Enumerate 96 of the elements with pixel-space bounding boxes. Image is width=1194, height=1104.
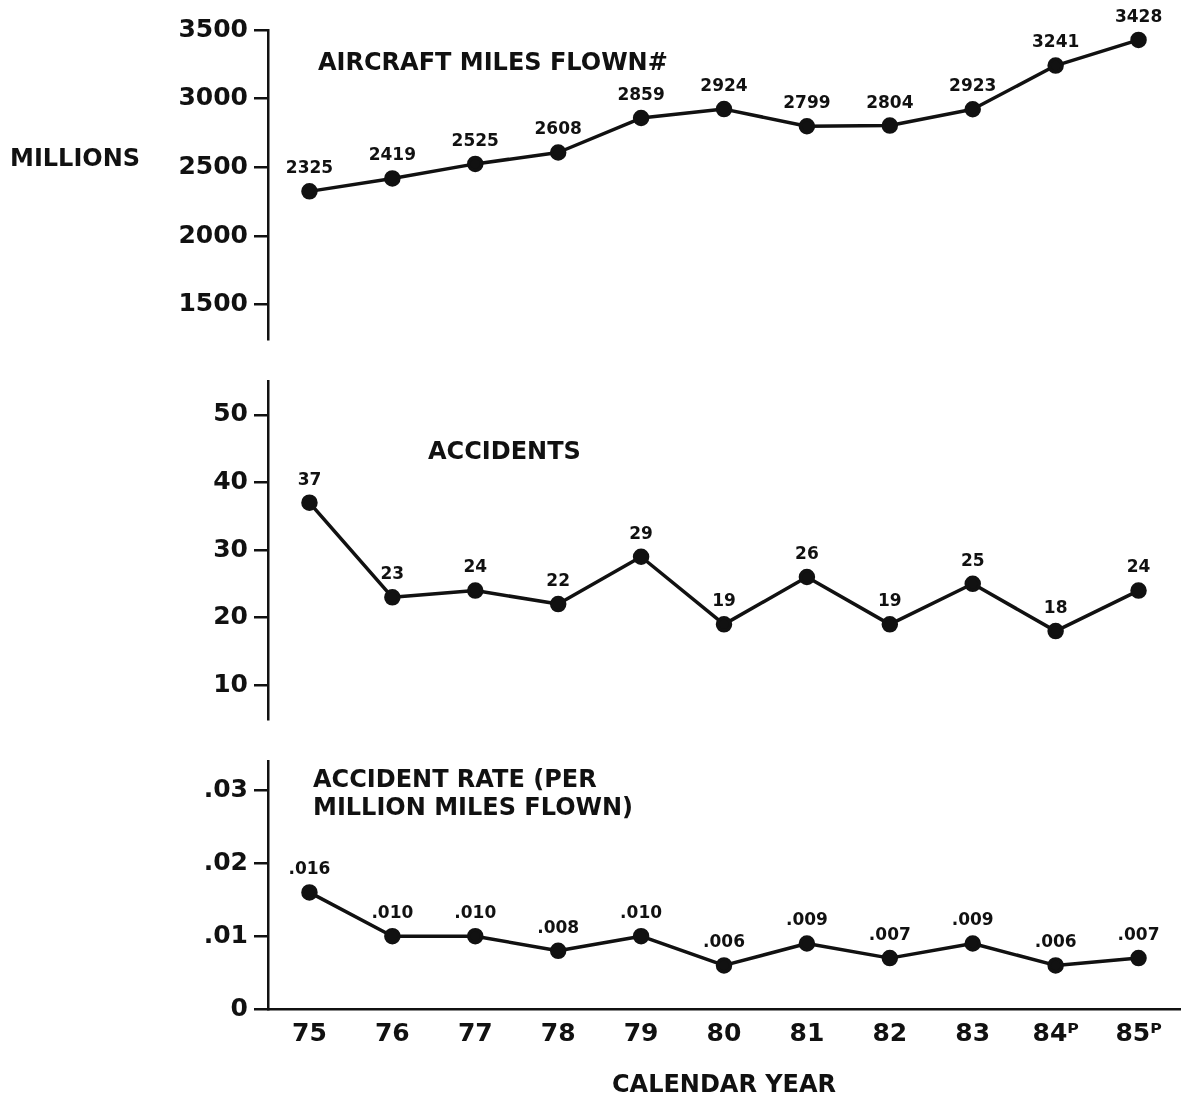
point (715, 100, 733, 118)
y-tick-label: 1500 (178, 288, 248, 318)
point (964, 935, 981, 952)
x-tick-label: 85ᴾ (1115, 1017, 1162, 1047)
text: AIRCRAFT MILES FLOWN# (318, 48, 668, 77)
point (715, 616, 733, 633)
y-tick-label: .01 (203, 919, 248, 949)
y-tick-label: .03 (203, 773, 248, 803)
x-tick-label: 81 (789, 1017, 825, 1047)
point (964, 575, 981, 593)
data-label: .007 (868, 924, 911, 945)
point (1047, 622, 1064, 640)
y-tick-label: 2000 (178, 219, 248, 249)
data-label: .010 (371, 902, 414, 923)
point (549, 942, 567, 960)
data-label: 19 (877, 590, 902, 611)
point (964, 100, 981, 118)
x-tick-label: 80 (706, 1017, 742, 1047)
point (467, 927, 484, 945)
x-tick-label: 75 (292, 1017, 327, 1047)
data-label: 2525 (451, 129, 499, 150)
point (1047, 957, 1064, 974)
point (384, 589, 401, 606)
x-tick-label: 84ᴾ (1032, 1017, 1079, 1047)
point (715, 957, 733, 974)
point (798, 568, 816, 586)
point (549, 144, 567, 161)
point (798, 118, 816, 135)
data-label: 2325 (285, 157, 334, 178)
data-label: .010 (620, 902, 663, 923)
data-label: 2859 (617, 83, 665, 104)
data-label: 26 (795, 542, 819, 563)
point (881, 949, 899, 967)
x-tick-label: 79 (623, 1017, 659, 1047)
point (1130, 31, 1147, 49)
point (1047, 57, 1064, 74)
point (632, 109, 650, 127)
data-label: 2924 (700, 75, 748, 96)
data-label: .016 (288, 858, 331, 879)
point (881, 616, 899, 633)
y-tick-label: 20 (213, 601, 248, 631)
data-label: 22 (546, 570, 571, 590)
point (301, 494, 318, 511)
data-label: .009 (951, 909, 994, 930)
point (632, 927, 650, 945)
data-label: 3241 (1031, 31, 1080, 52)
text: ACCIDENT RATE (PER MILLION MILES FLOWN) (313, 765, 634, 822)
point (467, 155, 484, 173)
data-label: 2799 (783, 92, 831, 113)
y-axis-title: MILLIONS (10, 144, 141, 173)
point (632, 548, 650, 566)
data-label: 23 (380, 563, 405, 584)
data-label: .006 (703, 931, 745, 952)
y-tick-label: .02 (203, 846, 248, 876)
x-tick-label: 78 (540, 1017, 576, 1047)
data-label: 25 (960, 549, 985, 570)
x-axis-title: CALENDAR YEAR (611, 1069, 837, 1098)
data-label: 2608 (534, 118, 582, 139)
y-tick-label: 3000 (178, 82, 248, 112)
y-tick-label: 30 (213, 533, 248, 563)
x-tick-label: 76 (374, 1017, 410, 1047)
y-tick-label: 50 (213, 398, 248, 428)
point (798, 935, 816, 952)
point (1130, 949, 1147, 967)
y-tick-label: 0 (230, 992, 248, 1022)
data-label: .009 (785, 909, 828, 930)
y-tick-label: 40 (213, 465, 248, 495)
text: ACCIDENTS (428, 437, 581, 466)
data-label: .006 (1034, 931, 1077, 952)
data-label: 24 (1126, 556, 1151, 577)
point (384, 170, 401, 187)
x-tick-label: 77 (457, 1017, 493, 1047)
data-label: .010 (454, 902, 497, 923)
data-label: 2419 (368, 144, 417, 165)
x-tick-label: 83 (955, 1017, 991, 1047)
data-label: .007 (1117, 924, 1160, 945)
point (1130, 582, 1147, 599)
data-label: 19 (712, 590, 736, 611)
data-label: 2804 (866, 91, 914, 112)
data-label: 29 (629, 522, 653, 543)
point (467, 582, 484, 599)
point (301, 183, 318, 200)
data-label: 18 (1043, 597, 1068, 618)
data-label: 37 (297, 468, 322, 489)
y-tick-label: 2500 (178, 150, 248, 180)
data-label: 24 (463, 556, 488, 577)
data-label: 2923 (949, 75, 997, 96)
y-tick-label: 10 (213, 668, 248, 698)
data-label: .008 (537, 916, 580, 937)
x-tick-label: 82 (872, 1017, 908, 1047)
y-tick-label: 3500 (178, 13, 248, 43)
data-label: 3428 (1114, 5, 1163, 26)
point (881, 117, 899, 134)
point (301, 884, 318, 901)
point (384, 927, 401, 945)
point (549, 595, 567, 613)
